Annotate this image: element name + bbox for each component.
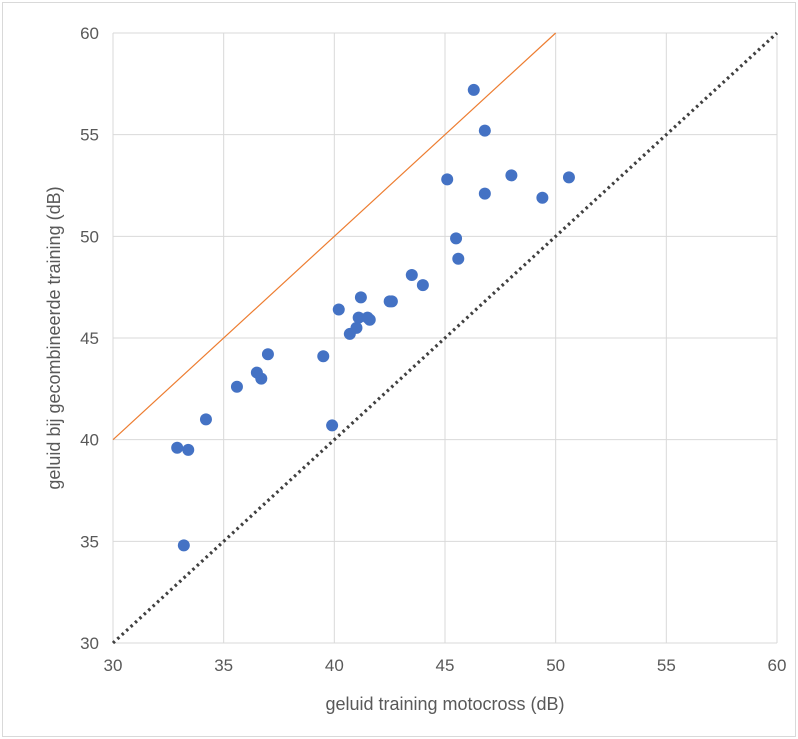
data-point	[562, 171, 575, 184]
data-point	[354, 291, 367, 304]
data-point	[536, 191, 549, 204]
reference-lines	[111, 31, 779, 645]
x-tick-label: 30	[104, 656, 123, 675]
upper-reference-line	[112, 32, 557, 441]
data-point	[416, 279, 429, 292]
data-point	[352, 311, 365, 324]
data-point	[171, 441, 184, 454]
data-point	[199, 413, 212, 426]
data-point	[255, 372, 268, 385]
y-tick-label: 40	[80, 431, 99, 450]
x-tick-label: 55	[657, 656, 676, 675]
data-points	[171, 83, 575, 552]
data-point	[261, 348, 274, 361]
data-point	[182, 443, 195, 456]
data-point	[441, 173, 454, 186]
data-point	[363, 313, 376, 326]
y-tick-label: 35	[80, 532, 99, 551]
y-axis-ticks: 30 35 40 45 50 55 60	[80, 24, 99, 653]
data-point	[177, 539, 190, 552]
x-axis-title: geluid training motocross (dB)	[325, 694, 564, 714]
data-point	[230, 380, 243, 393]
x-tick-label: 60	[768, 656, 787, 675]
y-tick-label: 50	[80, 227, 99, 246]
x-tick-label: 35	[214, 656, 233, 675]
data-point	[332, 303, 345, 316]
y-axis-title: geluid bij gecombineerde training (dB)	[44, 186, 64, 489]
data-point	[452, 252, 465, 265]
data-point	[385, 295, 398, 308]
data-point	[478, 187, 491, 200]
x-axis-ticks: 30 35 40 45 50 55 60	[104, 656, 787, 675]
data-point	[478, 124, 491, 137]
y-tick-label: 45	[80, 329, 99, 348]
data-point	[350, 321, 363, 334]
y-tick-label: 30	[80, 634, 99, 653]
data-point	[317, 350, 330, 363]
data-point	[326, 419, 339, 432]
y-tick-label: 55	[80, 126, 99, 145]
data-point	[450, 232, 463, 245]
x-tick-label: 40	[325, 656, 344, 675]
parity-line	[111, 31, 779, 645]
data-point	[405, 268, 418, 281]
x-tick-label: 50	[546, 656, 565, 675]
data-point	[505, 169, 518, 182]
data-point	[467, 83, 480, 96]
x-tick-label: 45	[436, 656, 455, 675]
y-tick-label: 60	[80, 24, 99, 43]
